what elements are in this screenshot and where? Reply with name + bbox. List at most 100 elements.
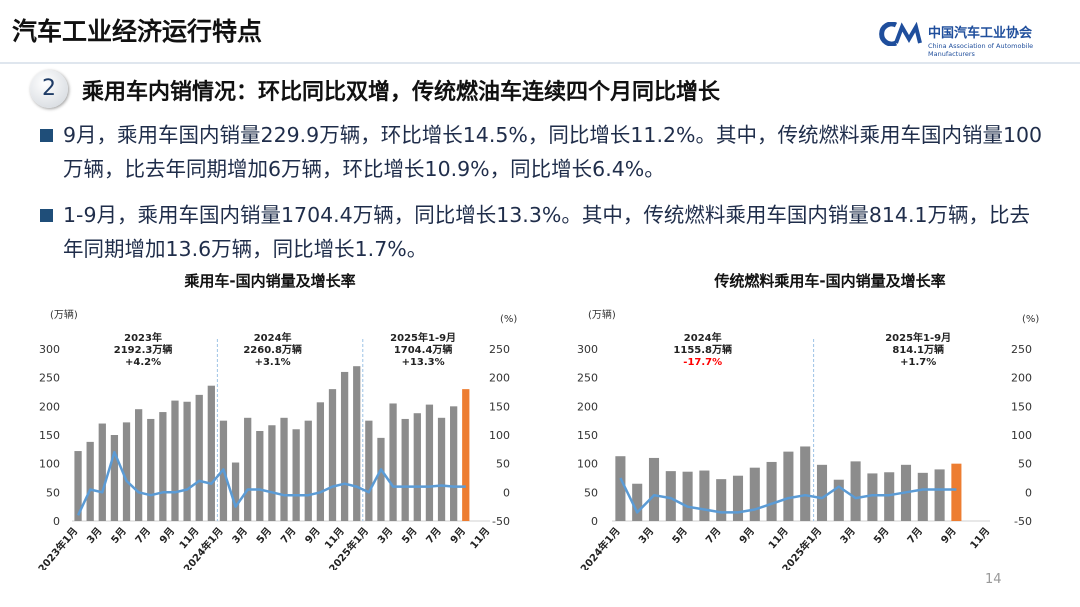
annotation: +4.2% xyxy=(125,357,161,368)
bar xyxy=(74,451,82,521)
bar xyxy=(195,394,203,521)
x-tick-label: 9月 xyxy=(737,525,757,546)
bar xyxy=(682,471,693,521)
bar xyxy=(615,456,626,521)
y-tick-label: 200 xyxy=(39,400,60,413)
logo-en: China Association of Automobile Manufact… xyxy=(928,42,1034,58)
y2-tick-label: 200 xyxy=(489,372,510,385)
annotation: 2025年1-9月 xyxy=(390,331,456,344)
bullet-square xyxy=(40,209,53,222)
x-tick-label: 7月 xyxy=(905,525,925,546)
section-title: 乘用车内销情况：环比同比双增，传统燃油车连续四个月同比增长 xyxy=(82,80,721,105)
x-tick-label: 3月 xyxy=(84,525,104,546)
bar xyxy=(365,420,373,521)
bar xyxy=(665,471,676,521)
bar xyxy=(159,412,167,521)
bar xyxy=(292,429,300,521)
bar xyxy=(316,402,325,521)
annotation: 2260.8万辆 xyxy=(243,343,302,356)
annotation: 2025年1-9月 xyxy=(885,331,951,344)
bar xyxy=(951,463,962,521)
bar xyxy=(884,472,895,521)
bar xyxy=(147,418,155,521)
bar xyxy=(425,404,434,521)
annotation: 2024年 xyxy=(254,331,292,344)
x-tick-label: 7月 xyxy=(278,525,298,546)
x-tick-label: 5月 xyxy=(670,525,690,546)
x-tick-label: 5月 xyxy=(109,525,129,546)
y-tick-label: 150 xyxy=(39,429,60,442)
x-tick-label: 5月 xyxy=(400,525,420,546)
y2-axis-label: (%) xyxy=(500,314,517,325)
bar xyxy=(328,389,337,521)
annotation: +1.7% xyxy=(900,357,936,368)
y2-tick-label: 150 xyxy=(1011,400,1032,413)
bar xyxy=(340,371,349,521)
y2-tick-label: 150 xyxy=(489,400,510,413)
section-number: 2 xyxy=(30,70,68,108)
bar xyxy=(377,437,385,521)
annotation: 2024年 xyxy=(684,331,722,344)
y2-tick-label: 0 xyxy=(1025,486,1032,499)
y-tick-label: 250 xyxy=(577,372,598,385)
bar xyxy=(648,457,660,521)
bullet-text: 1-9月，乘用车国内销量1704.4万辆，同比增长13.3%。其中，传统燃料乘用… xyxy=(63,203,1031,261)
y-tick-label: 300 xyxy=(39,343,60,356)
y2-tick-label: 0 xyxy=(503,486,510,499)
bar xyxy=(766,461,777,521)
bullet-text: 9月，乘用车国内销量229.9万辆，环比增长14.5%，同比增长11.2%。其中… xyxy=(63,123,1043,181)
bar xyxy=(816,464,828,521)
annotation: 814.1万辆 xyxy=(892,343,944,356)
y-tick-label: 100 xyxy=(577,458,598,471)
bullet-square xyxy=(40,129,53,142)
x-tick-label: 3月 xyxy=(230,525,250,546)
charts: 乘用车-国内销量及增长率 (万辆) (%) 0 50 100 150 200 250 300 -50… xyxy=(35,272,1039,570)
bar xyxy=(632,483,643,521)
annotation: 2192.3万辆 xyxy=(114,343,173,356)
annotation: 1155.8万辆 xyxy=(673,343,732,356)
bar xyxy=(867,473,878,521)
bar xyxy=(98,423,106,521)
y2-tick-label: 250 xyxy=(1011,343,1032,356)
y-tick-label: 100 xyxy=(39,458,60,471)
bar xyxy=(783,451,794,521)
x-tick-label: 2023年1月 xyxy=(35,525,80,570)
bar xyxy=(183,401,191,521)
bar xyxy=(850,461,861,521)
bar xyxy=(934,469,945,521)
x-tick-label: 11月 xyxy=(968,525,993,551)
bullet: 1-9月，乘用车国内销量1704.4万辆，同比增长13.3%。其中，传统燃料乘用… xyxy=(40,198,1050,266)
bar xyxy=(716,479,727,521)
y-tick-label: 300 xyxy=(577,343,598,356)
header-rule xyxy=(0,62,1080,64)
bar xyxy=(833,479,844,521)
logo: 中国汽车工业协会 China Association of Automobile… xyxy=(876,22,1080,58)
logo-cn: 中国汽车工业协会 xyxy=(928,26,1033,41)
bar xyxy=(450,406,458,521)
bar xyxy=(122,422,131,521)
x-tick-label: 9月 xyxy=(303,525,323,546)
bar xyxy=(231,462,240,521)
bar xyxy=(917,472,928,521)
bar xyxy=(268,425,276,521)
bar xyxy=(135,409,143,521)
growth-line xyxy=(76,450,466,516)
x-tick-label: 11月 xyxy=(322,525,347,551)
growth-line xyxy=(619,477,957,514)
bullet: 9月，乘用车国内销量229.9万辆，环比增长14.5%，同比增长11.2%。其中… xyxy=(40,118,1050,186)
x-tick-label: 7月 xyxy=(703,525,723,546)
bar xyxy=(256,430,264,521)
bar xyxy=(353,366,361,521)
y-tick-label: 250 xyxy=(39,372,60,385)
bar xyxy=(110,435,119,521)
bar xyxy=(413,413,421,521)
y2-tick-label: 200 xyxy=(1011,372,1032,385)
bar xyxy=(749,467,760,521)
x-tick-label: 2024年1月 xyxy=(578,525,623,570)
bar xyxy=(389,403,397,521)
x-tick-label: 11月 xyxy=(468,525,493,551)
x-tick-label: 5月 xyxy=(871,525,891,546)
annotation: +3.1% xyxy=(255,357,291,368)
y-tick-label: 0 xyxy=(53,515,60,528)
